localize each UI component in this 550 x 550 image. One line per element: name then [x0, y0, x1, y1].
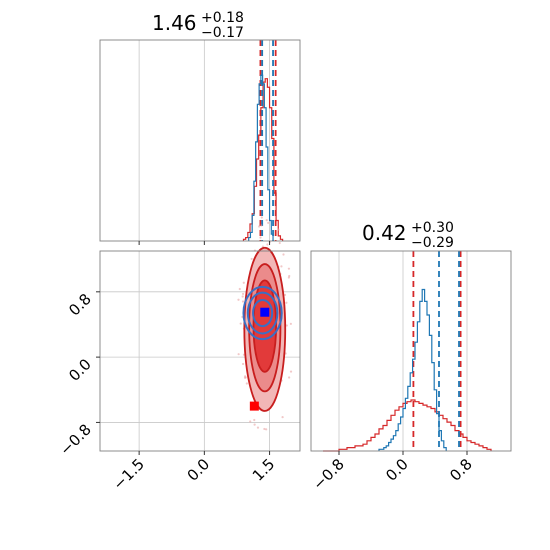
tick-label-x-param2: 0.0	[382, 455, 412, 485]
contour-blue-level-0	[252, 298, 274, 328]
title-param2-minus: −0.29	[411, 235, 454, 251]
scatter-point	[282, 253, 285, 256]
scatter-point	[241, 362, 245, 366]
scatter-point	[256, 426, 260, 429]
contour-blue-level-2	[242, 285, 283, 341]
scatter-point	[285, 324, 288, 327]
scatter-point	[243, 376, 247, 379]
title-param1-minus: −0.17	[201, 25, 244, 41]
scatter-point	[267, 221, 270, 224]
scatter-point	[281, 416, 284, 419]
scatter-point	[288, 376, 291, 379]
scatter-point	[266, 243, 269, 246]
scatter-point	[288, 274, 291, 278]
panel-hist-param2	[310, 250, 512, 452]
scatter-point	[260, 216, 263, 219]
scatter-point	[253, 423, 256, 426]
tick-label-x-param2: −0.8	[309, 455, 347, 493]
scatter-point	[249, 420, 252, 423]
scatter-point	[287, 267, 291, 270]
panel-hist-param1	[99, 39, 301, 242]
scatter-point	[241, 300, 245, 303]
panel-frame-joint	[99, 250, 301, 452]
scatter-point	[278, 241, 281, 245]
scatter-point	[263, 427, 266, 431]
title-param2: 0.42 +0.30 −0.29	[362, 220, 454, 251]
truth-marker-red	[249, 401, 259, 411]
scatter-point	[242, 281, 245, 284]
scatter-point	[285, 301, 288, 304]
title-param2-plus: +0.30	[411, 220, 454, 236]
scatter-point	[241, 292, 245, 296]
hist-param1-blue	[248, 74, 274, 241]
scatter-point	[239, 322, 242, 325]
tick-label-y-param2: 0.8	[65, 290, 95, 320]
hist-param2-blue	[378, 288, 447, 451]
tick-label-x-param1: −1.5	[109, 455, 147, 493]
hist-param2-red	[323, 399, 492, 452]
panel-frame-right	[310, 250, 512, 452]
scatter-point	[283, 293, 287, 296]
tick-label-y-param2: 0.0	[65, 355, 95, 385]
scatter-point	[260, 224, 263, 227]
scatter-point	[289, 322, 292, 325]
scatter-point	[237, 353, 240, 356]
title-param2-value: 0.42	[362, 221, 407, 245]
title-param1-plus: +0.18	[201, 10, 244, 26]
scatter-point	[280, 265, 283, 268]
truth-marker-blue	[260, 307, 270, 317]
scatter-point	[253, 418, 256, 422]
tick-label-x-param1: 0.0	[184, 455, 214, 485]
scatter-point	[237, 298, 240, 301]
scatter-point	[265, 428, 268, 431]
tick-label-y-param2: −0.8	[56, 421, 94, 459]
panel-frame-top	[99, 39, 301, 242]
panel-joint-density	[99, 216, 301, 452]
tick-label-x-param1: 1.5	[249, 455, 279, 485]
scatter-point	[245, 382, 248, 385]
scatter-point	[241, 295, 244, 298]
scatter-point	[289, 370, 293, 373]
title-param1-value: 1.46	[152, 11, 197, 35]
tick-label-x-param2: 0.8	[446, 455, 476, 485]
title-param1: 1.46 +0.18 −0.17	[152, 10, 244, 41]
scatter-point	[250, 257, 253, 261]
scatter-point	[265, 218, 268, 222]
contour-blue-level-1	[246, 291, 279, 335]
scatter-point	[259, 236, 262, 239]
scatter-point	[258, 225, 261, 228]
scatter-point	[238, 287, 241, 291]
scatter-point	[277, 228, 280, 231]
